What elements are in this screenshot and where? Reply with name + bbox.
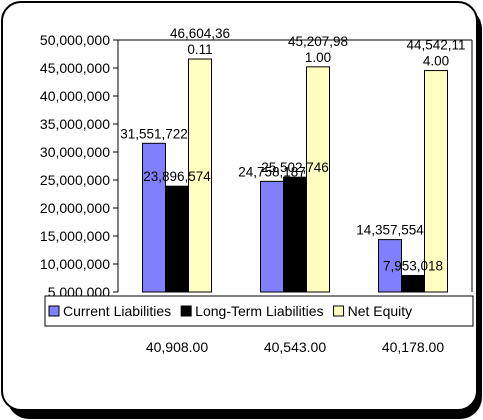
data-label: 4.00 bbox=[423, 54, 449, 69]
y-tick-label: 25,000,000 bbox=[40, 172, 110, 188]
data-label: 14,357,554 bbox=[356, 223, 424, 238]
bar bbox=[401, 274, 425, 293]
legend-label: Long-Term Liabilities bbox=[195, 303, 323, 319]
legend-label: Current Liabilities bbox=[63, 303, 171, 319]
x-tick-label: 40,543.00 bbox=[264, 339, 326, 355]
y-tick-label: 40,000,000 bbox=[40, 88, 110, 104]
data-label: 31,551,722 bbox=[120, 126, 188, 141]
x-tick-label: 40,908.00 bbox=[146, 339, 208, 355]
legend-box bbox=[44, 295, 474, 327]
data-label: 45,207,98 bbox=[288, 34, 348, 49]
y-tick-label: 10,000,000 bbox=[40, 256, 110, 272]
data-label: 7,953,018 bbox=[383, 258, 443, 273]
bar bbox=[188, 58, 212, 293]
bar bbox=[260, 180, 284, 293]
data-label: 46,604,36 bbox=[170, 26, 230, 41]
data-label: 44,542,11 bbox=[406, 38, 465, 53]
data-label: 0.11 bbox=[187, 42, 212, 57]
y-tick-label: 35,000,000 bbox=[40, 116, 110, 132]
legend-swatch bbox=[48, 305, 60, 317]
bar bbox=[165, 185, 189, 293]
data-label: 24,758,187 bbox=[238, 164, 306, 179]
bar bbox=[283, 176, 307, 293]
data-label: 25,502,746 bbox=[261, 160, 329, 175]
bar bbox=[142, 142, 166, 293]
legend-label: Net Equity bbox=[348, 303, 413, 319]
legend-swatch bbox=[333, 305, 345, 317]
y-tick-label: 50,000,000 bbox=[40, 32, 110, 48]
data-label: 23,896,574 bbox=[143, 169, 211, 184]
x-tick-label: 40,178.00 bbox=[382, 339, 444, 355]
bar bbox=[306, 66, 330, 293]
legend-swatch bbox=[180, 305, 192, 317]
y-tick-label: 15,000,000 bbox=[40, 228, 110, 244]
data-label: 1.00 bbox=[305, 50, 331, 65]
y-tick-label: 20,000,000 bbox=[40, 200, 110, 216]
y-tick-label: 30,000,000 bbox=[40, 144, 110, 160]
bar bbox=[378, 239, 402, 293]
bar bbox=[424, 70, 448, 293]
y-tick-label: 45,000,000 bbox=[40, 60, 110, 76]
